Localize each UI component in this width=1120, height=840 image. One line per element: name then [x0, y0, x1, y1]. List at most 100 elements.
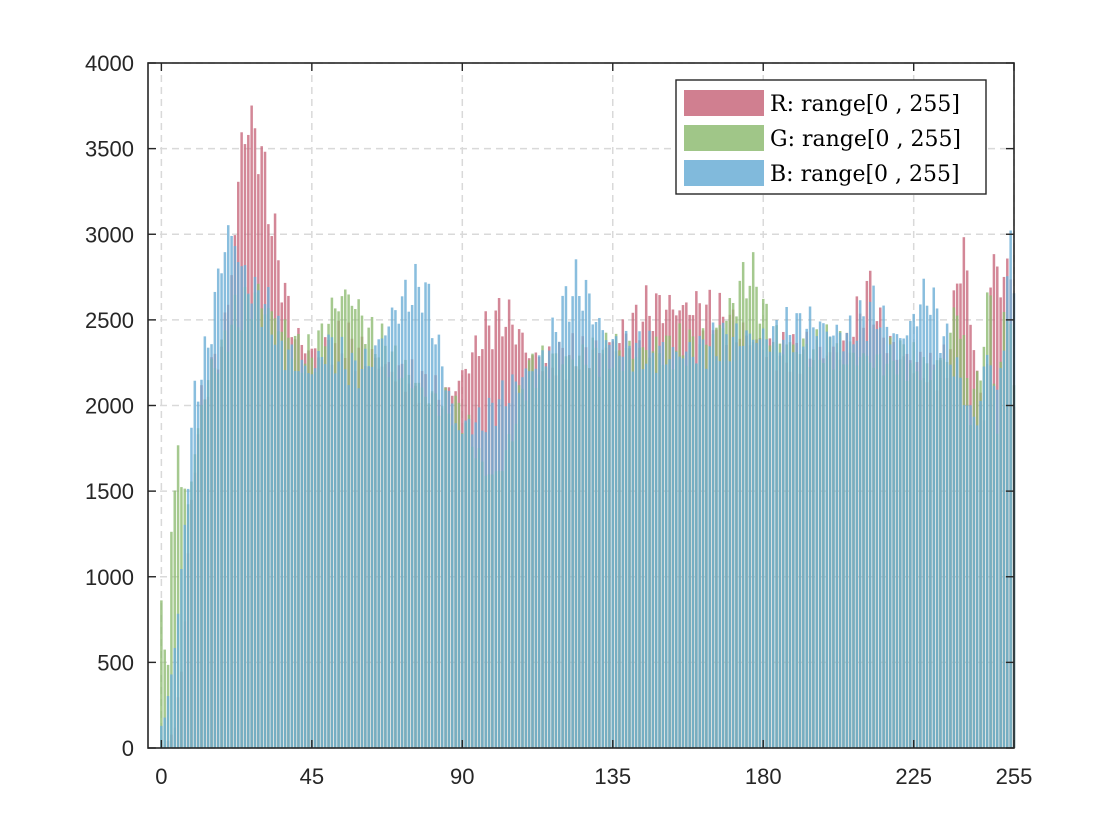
histogram-bar	[728, 361, 732, 748]
histogram-bar	[975, 425, 979, 748]
histogram-bar	[741, 345, 745, 748]
histogram-bar	[357, 388, 360, 748]
histogram-bar	[253, 276, 257, 748]
histogram-bar	[852, 344, 855, 748]
histogram-bar	[959, 377, 962, 748]
histogram-bar	[845, 332, 849, 748]
histogram-bar	[785, 306, 788, 748]
histogram-bar	[822, 323, 825, 748]
histogram-bar	[397, 323, 401, 748]
histogram-bar	[440, 366, 444, 748]
y-tick-label: 0	[122, 736, 134, 761]
histogram-bar	[868, 301, 872, 748]
histogram-bar	[782, 339, 785, 748]
histogram-bar	[216, 268, 220, 748]
histogram-bar	[547, 350, 551, 748]
histogram-bar	[186, 488, 190, 748]
histogram-bar	[447, 391, 451, 748]
histogram-bar	[424, 282, 427, 748]
histogram-bar	[979, 400, 982, 748]
histogram-bar	[360, 368, 364, 748]
histogram-bar	[939, 353, 942, 748]
histogram-bar	[795, 313, 798, 748]
histogram-bar	[514, 381, 518, 748]
histogram-bar	[340, 336, 344, 748]
histogram-bar	[848, 315, 852, 748]
histogram-bar	[654, 372, 658, 748]
histogram-bar	[578, 296, 581, 748]
histogram-bar	[387, 326, 390, 748]
histogram-bar	[277, 315, 280, 748]
histogram-bar	[608, 344, 611, 748]
y-tick-label: 500	[97, 650, 134, 675]
histogram-bar	[521, 377, 524, 748]
legend-label: G: range[0 , 255]	[770, 127, 961, 152]
histogram-bar	[952, 376, 956, 748]
histogram-bar	[929, 314, 932, 748]
histogram-bar	[725, 334, 728, 748]
histogram-bar	[892, 333, 895, 748]
histogram-bar	[230, 235, 233, 748]
histogram-bar	[564, 286, 568, 748]
histogram-bar	[588, 293, 591, 748]
histogram-bar	[838, 332, 842, 748]
histogram-bar	[912, 313, 915, 748]
histogram-bar	[494, 425, 497, 748]
histogram-bar	[544, 366, 548, 748]
histogram-bar	[260, 326, 263, 748]
histogram-bar	[651, 352, 655, 748]
histogram-bar	[842, 351, 845, 748]
histogram-bar	[558, 341, 561, 748]
histogram-bar	[942, 336, 946, 748]
histogram-bar	[541, 350, 544, 748]
histogram-bar	[745, 330, 748, 748]
histogram-bar	[484, 432, 487, 748]
histogram-bar	[320, 356, 324, 748]
histogram-bar	[905, 335, 909, 748]
histogram-bar	[394, 310, 397, 748]
histogram-bar	[273, 344, 277, 748]
x-tick-label: 255	[996, 764, 1033, 789]
histogram-bar	[778, 352, 782, 748]
histogram-bar	[374, 345, 377, 748]
histogram-bar	[370, 366, 374, 748]
histogram-bar	[1002, 350, 1006, 748]
histogram-bar	[882, 305, 885, 748]
histogram-bar	[1009, 230, 1012, 749]
histogram-bar	[206, 347, 210, 748]
histogram-bar	[330, 337, 334, 748]
histogram-bar	[350, 352, 354, 748]
histogram-bar	[711, 322, 715, 748]
histogram-bar	[481, 430, 484, 748]
histogram-bar	[180, 569, 183, 748]
histogram-bar	[681, 358, 685, 748]
histogram-bar	[504, 406, 508, 748]
histogram-bar	[303, 365, 307, 748]
histogram-bar	[404, 279, 407, 748]
histogram-bar	[193, 380, 197, 748]
histogram-bar	[895, 334, 899, 748]
histogram-bar	[427, 283, 431, 748]
histogram-bar	[160, 600, 163, 748]
histogram-bar	[524, 368, 528, 748]
histogram-bar	[982, 366, 986, 748]
legend-swatch	[684, 160, 764, 186]
histogram-bar	[644, 363, 648, 748]
histogram-bar	[751, 339, 755, 748]
histogram-bar	[889, 344, 892, 748]
y-tick-label: 4000	[85, 51, 134, 76]
histogram-bar	[317, 351, 320, 748]
histogram-bar	[688, 342, 691, 748]
histogram-bar	[223, 252, 227, 748]
histogram-bar	[922, 278, 925, 748]
histogram-bar	[464, 420, 467, 748]
histogram-bar	[648, 330, 651, 748]
histogram-bar	[160, 725, 163, 748]
histogram-bar	[808, 306, 812, 748]
histogram-bar	[872, 285, 875, 748]
histogram-bar	[631, 371, 635, 748]
histogram-bar	[624, 330, 628, 748]
histogram-bar	[969, 405, 972, 748]
histogram-bar	[996, 389, 999, 748]
histogram-bar	[454, 423, 457, 748]
